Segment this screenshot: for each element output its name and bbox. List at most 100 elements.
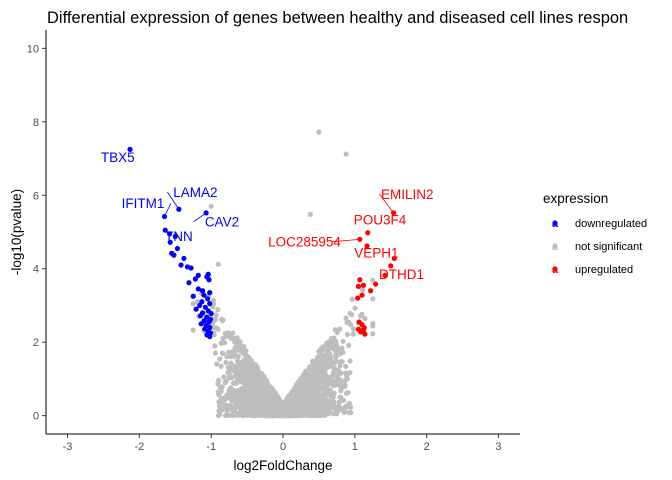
point-not-significant	[319, 399, 325, 405]
gene-label: TBX5	[101, 150, 135, 165]
point-not-significant	[286, 409, 293, 415]
point-not-significant	[288, 398, 294, 404]
point-not-significant	[190, 327, 196, 333]
point-not-significant	[242, 381, 248, 387]
x-tick-label: -1	[206, 441, 216, 453]
point-not-significant	[346, 409, 352, 416]
gene-label: LAMA2	[173, 185, 217, 200]
point-downregulated	[202, 304, 209, 310]
point-not-significant	[342, 383, 348, 390]
point-not-significant	[238, 349, 244, 355]
point-downregulated	[197, 313, 204, 319]
point-not-significant	[314, 390, 320, 397]
point-not-significant	[264, 384, 270, 390]
point-downregulated	[206, 277, 212, 283]
point-not-significant	[349, 296, 355, 302]
point-not-significant	[248, 380, 254, 387]
point-not-significant	[227, 368, 233, 374]
point-not-significant	[314, 396, 320, 402]
point-not-significant	[343, 315, 349, 321]
point-downregulated	[197, 302, 203, 309]
point-not-significant	[311, 412, 317, 418]
label-leader-line	[167, 191, 180, 210]
point-not-significant	[250, 410, 256, 417]
point-not-significant	[343, 363, 349, 369]
point-not-significant	[338, 388, 344, 394]
point-not-significant	[370, 331, 376, 337]
point-not-significant	[321, 405, 327, 411]
y-axis-title: -log10(pvalue)	[9, 189, 24, 275]
point-upregulated	[368, 288, 374, 294]
point-not-significant	[268, 399, 274, 405]
point-not-significant	[324, 380, 330, 386]
point-downregulated	[166, 231, 173, 237]
point-not-significant	[241, 397, 247, 403]
point-downregulated	[181, 255, 187, 262]
point-not-significant	[294, 392, 301, 399]
point-not-significant	[226, 349, 232, 355]
point-upregulated	[355, 283, 362, 289]
point-not-significant	[343, 151, 349, 157]
point-not-significant	[216, 392, 222, 398]
point-not-significant	[212, 316, 219, 322]
point-not-significant	[296, 383, 302, 389]
point-downregulated	[207, 301, 213, 307]
point-downregulated	[174, 245, 181, 252]
point-downregulated	[206, 319, 212, 325]
point-downregulated	[195, 286, 201, 292]
point-not-significant	[216, 399, 222, 405]
point-not-significant	[335, 372, 341, 378]
point-not-significant	[220, 399, 226, 405]
point-not-significant	[294, 411, 300, 418]
gene-label: EMILIN2	[381, 187, 434, 202]
point-not-significant	[336, 399, 342, 405]
point-not-significant	[332, 327, 338, 333]
legend-title: expression	[543, 191, 608, 206]
point-not-significant	[225, 330, 231, 336]
point-not-significant	[308, 383, 314, 389]
point-not-significant	[260, 385, 266, 391]
point-not-significant	[306, 412, 312, 419]
point-not-significant	[212, 343, 218, 349]
legend-label: upregulated	[575, 264, 633, 276]
point-downregulated	[195, 272, 201, 278]
point-not-significant	[343, 372, 350, 379]
point-not-significant	[337, 326, 343, 332]
point-not-significant	[253, 399, 259, 405]
gene-label: IFITM1	[122, 196, 165, 211]
point-not-significant	[325, 376, 331, 382]
point-downregulated	[171, 252, 177, 258]
point-not-significant	[357, 313, 364, 319]
point-upregulated	[364, 243, 370, 249]
x-axis-title: log2FoldChange	[233, 458, 332, 473]
point-downregulated	[190, 293, 196, 299]
point-not-significant	[300, 383, 306, 389]
point-not-significant	[320, 344, 326, 350]
point-not-significant	[278, 412, 284, 418]
point-not-significant	[343, 390, 350, 396]
point-not-significant	[247, 372, 253, 378]
point-not-significant	[223, 412, 229, 419]
point-downregulated	[186, 280, 192, 286]
point-not-significant	[241, 392, 247, 398]
point-not-significant	[333, 358, 339, 364]
point-downregulated	[204, 296, 211, 302]
point-not-significant	[213, 312, 219, 318]
point-not-significant	[215, 381, 221, 387]
point-downregulated	[201, 292, 207, 298]
y-tick-label: 4	[33, 264, 39, 276]
point-not-significant	[250, 375, 256, 381]
point-not-significant	[218, 363, 224, 369]
point-not-significant	[348, 322, 354, 328]
gene-label: VEPH1	[354, 246, 398, 261]
chart-title: Differential expression of genes between…	[47, 9, 628, 27]
point-not-significant	[238, 411, 244, 418]
point-downregulated	[172, 233, 178, 240]
point-not-significant	[304, 376, 310, 382]
point-not-significant	[241, 404, 247, 410]
point-not-significant	[246, 366, 252, 372]
point-not-significant	[314, 355, 321, 361]
point-not-significant	[210, 297, 217, 304]
point-upregulated	[388, 263, 394, 269]
point-not-significant	[229, 374, 235, 381]
